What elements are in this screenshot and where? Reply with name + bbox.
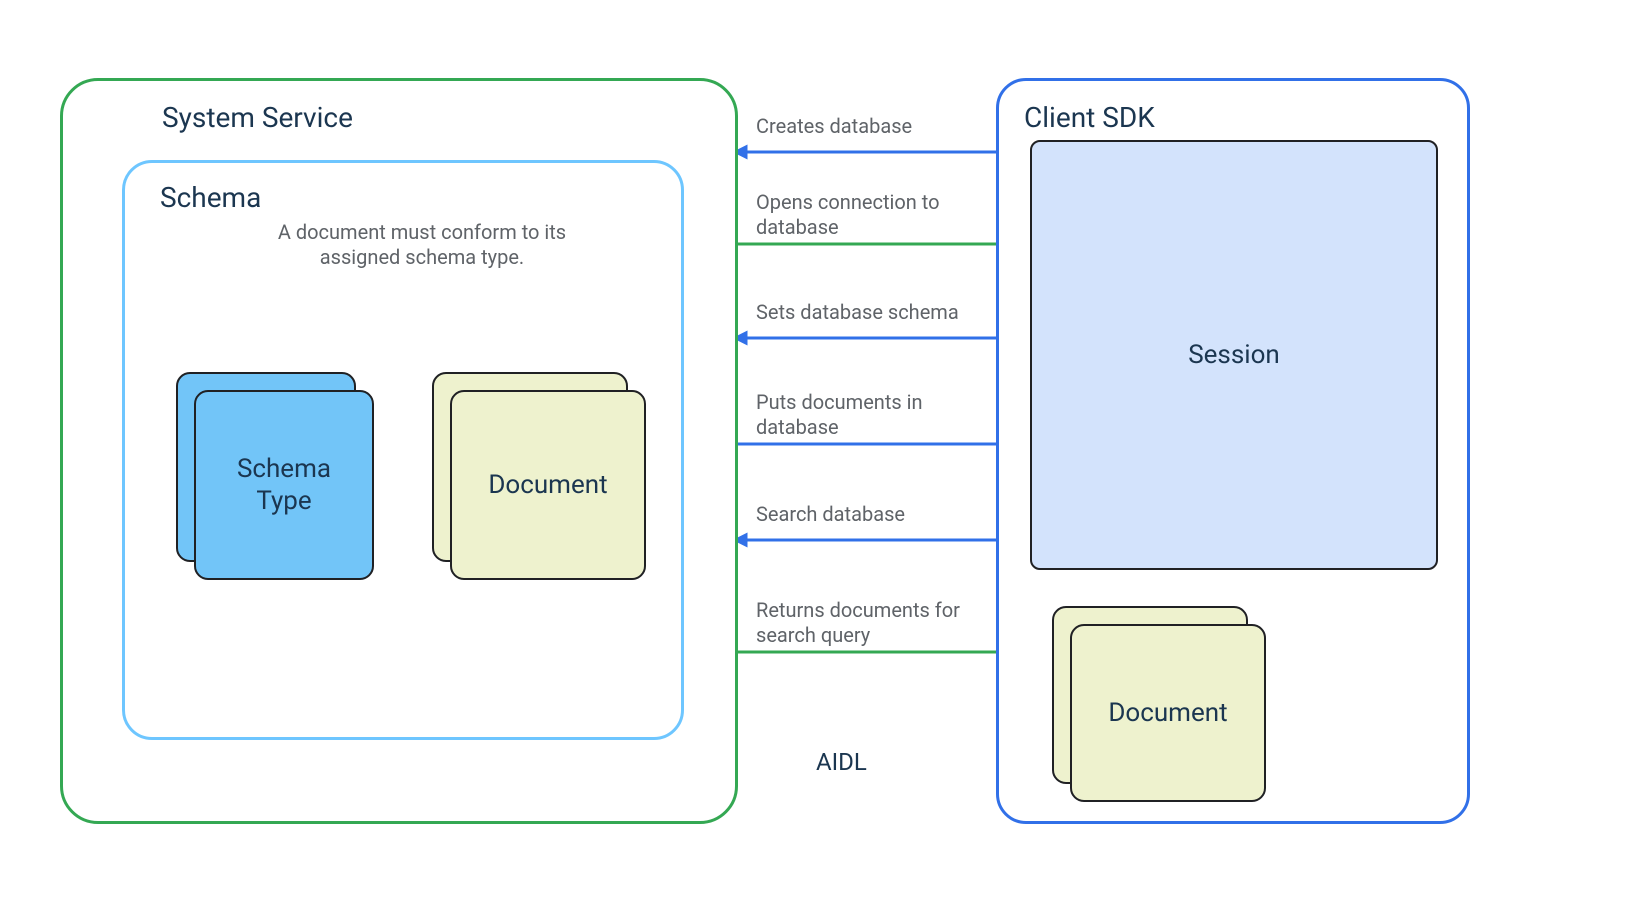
aidl-label: AIDL	[816, 747, 867, 777]
diagram-canvas: System Service Schema Client SDK Session Sch…	[0, 0, 1635, 918]
node-session-label: Session	[1030, 140, 1438, 570]
label-client-sdk: Client SDK	[1024, 100, 1155, 135]
label-schema: Schema	[160, 180, 261, 215]
arrow-label-2: Sets database schema	[756, 300, 996, 325]
node-schema_type-label: Schema Type	[194, 390, 374, 580]
arrow-label-3: Puts documents in database	[756, 390, 996, 440]
arrow-label-5: Returns documents for search query	[756, 598, 996, 648]
schema-note: A document must conform to its assigned …	[252, 220, 592, 270]
arrow-label-1: Opens connection to database	[756, 190, 996, 240]
node-document_right-label: Document	[1070, 624, 1266, 802]
label-system-service: System Service	[162, 100, 353, 135]
node-document_left-label: Document	[450, 390, 646, 580]
arrow-label-0: Creates database	[756, 114, 996, 139]
arrow-label-4: Search database	[756, 502, 996, 527]
